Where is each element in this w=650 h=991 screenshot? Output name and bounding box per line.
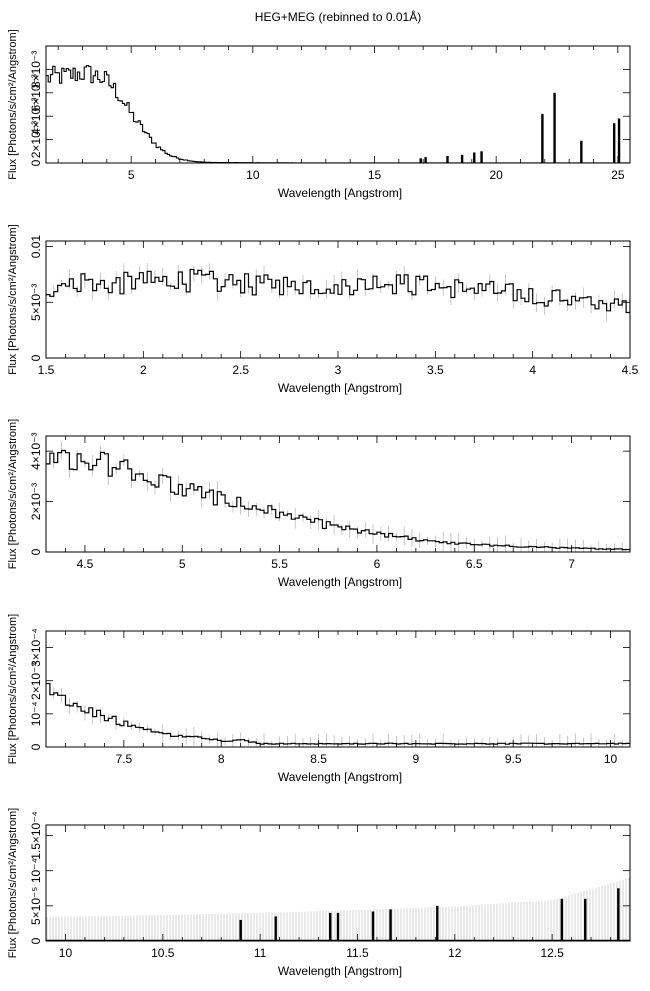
- y-tick-label: 8×10⁻³: [29, 51, 43, 88]
- y-tick-label: 4×10⁻³: [29, 98, 43, 135]
- x-tick-label: 3: [335, 363, 342, 377]
- y-tick-label: 0: [29, 548, 43, 555]
- x-tick-label: 5: [128, 168, 135, 182]
- x-tick-label: 8.5: [310, 752, 327, 766]
- x-tick-label: 11.5: [346, 946, 369, 960]
- x-tick-label: 2: [140, 363, 147, 377]
- flux-series: [46, 682, 630, 745]
- x-tick-label: 12: [448, 946, 462, 960]
- emission-line: [541, 113, 544, 163]
- x-axis-label: Wavelength [Angstrom]: [278, 381, 402, 395]
- emission-line: [560, 898, 564, 941]
- x-tick-label: 12.5: [540, 946, 564, 960]
- chart-panel-3: 4.5 5 5.5 6 6.5 7 0 2×10⁻³ 4×10⁻³ Wavelength [Ang…: [7, 419, 631, 589]
- x-tick-label: 10.5: [151, 946, 175, 960]
- y-tick-label: 4×10⁻³: [29, 432, 43, 469]
- chart-panel-5: 10 10.5 11 11.5 12 12.5 0 5×10⁻⁵ 10⁻⁴1.5×10⁻⁴ Wav…: [7, 808, 631, 978]
- x-tick-label: 10: [604, 752, 618, 766]
- x-tick-label: 2.5: [232, 363, 249, 377]
- x-tick-label: 5.5: [271, 557, 288, 571]
- y-tick-label: 0: [29, 937, 43, 944]
- x-axis-label: Wavelength [Angstrom]: [278, 770, 402, 784]
- y-tick-label: 10⁻⁴: [29, 858, 43, 883]
- y-tick-label: 0: [29, 354, 43, 361]
- emission-line: [473, 152, 476, 163]
- series-layer: [46, 263, 630, 322]
- y-tick-label: 2×10⁻⁴: [29, 661, 43, 700]
- chart-panel-1: 5 10 15 20 25 02×10⁻³4×10⁻³6×10⁻³8×10⁻³ Wavele…: [7, 29, 631, 200]
- emission-line: [584, 898, 587, 941]
- emission-line: [329, 912, 332, 941]
- x-tick-label: 8: [218, 752, 225, 766]
- x-tick-label: 4: [529, 363, 536, 377]
- y-tick-label: 1.5×10⁻⁴: [29, 811, 43, 860]
- flux-series: [46, 268, 630, 314]
- emission-line: [612, 123, 616, 163]
- x-tick-label: 25: [611, 168, 625, 182]
- series-layer: [46, 441, 630, 552]
- x-tick-label: 10: [246, 168, 260, 182]
- series-layer: [46, 878, 630, 941]
- y-axis-label: Flux [Photons/s/cm²/Angstrom]: [7, 29, 19, 179]
- y-tick-label: 10⁻⁴: [29, 701, 43, 726]
- flux-series: [46, 449, 630, 551]
- y-axis-label: Flux [Photons/s/cm²/Angstrom]: [7, 419, 19, 569]
- emission-line: [480, 151, 483, 163]
- plot-frame: [45, 435, 631, 553]
- y-tick-label: 5×10⁻⁵: [29, 887, 43, 925]
- x-tick-label: 4.5: [622, 363, 639, 377]
- emission-line: [419, 158, 422, 163]
- series-layer: [46, 679, 630, 747]
- x-tick-label: 10: [59, 946, 73, 960]
- x-tick-label: 7: [568, 557, 575, 571]
- emission-line: [239, 919, 242, 941]
- series-layer: [46, 65, 630, 163]
- emission-line: [371, 911, 375, 941]
- x-tick-label: 9: [413, 752, 420, 766]
- y-tick-label: 2×10⁻³: [29, 121, 43, 158]
- x-axis-label: Wavelength [Angstrom]: [278, 186, 402, 200]
- plot-frame: [45, 45, 631, 164]
- emission-line: [617, 888, 620, 941]
- y-tick-label: 5×10⁻³: [29, 284, 43, 321]
- y-tick-label: 2×10⁻³: [29, 483, 43, 520]
- emission-line: [436, 905, 439, 941]
- x-tick-label: 15: [368, 168, 382, 182]
- x-axis-label: Wavelength [Angstrom]: [278, 964, 402, 978]
- y-tick-label: 0.01: [29, 235, 43, 259]
- x-axis-label: Wavelength [Angstrom]: [278, 575, 402, 589]
- emission-line: [460, 154, 464, 163]
- x-tick-label: 11: [254, 946, 267, 960]
- x-tick-label: 6.5: [466, 557, 483, 571]
- emission-line: [389, 909, 392, 941]
- y-axis-label: Flux [Photons/s/cm²/Angstrom]: [7, 224, 19, 374]
- chart-panel-2: 1.5 2 2.5 3 3.5 4 4.5 0 5×10⁻³ 0.01 Wavelength [An…: [7, 224, 639, 395]
- figure-title: HEG+MEG (rebinned to 0.01Å): [254, 10, 422, 24]
- chart-panel-4: 7.5 8 8.5 9 9.5 10 0 10⁻⁴2×10⁻⁴3×10⁻⁴ Wavelength…: [7, 614, 631, 784]
- emission-line: [553, 92, 556, 163]
- emission-line: [617, 118, 621, 163]
- emission-line: [580, 140, 583, 163]
- y-tick-label: 0: [29, 159, 43, 166]
- emission-line: [336, 912, 340, 941]
- emission-line: [274, 916, 277, 941]
- y-tick-label: 0: [29, 743, 43, 750]
- y-tick-label: 6×10⁻³: [29, 74, 43, 111]
- x-tick-label: 3.5: [427, 363, 444, 377]
- x-tick-label: 6: [374, 557, 381, 571]
- x-tick-label: 1.5: [38, 363, 55, 377]
- x-tick-label: 9.5: [505, 752, 522, 766]
- y-axis-label: Flux [Photons/s/cm²/Angstrom]: [7, 614, 19, 764]
- y-tick-label: 3×10⁻⁴: [29, 628, 43, 667]
- emission-line: [424, 157, 427, 163]
- x-tick-label: 7.5: [116, 752, 133, 766]
- plot-frame: [45, 240, 631, 359]
- y-axis-label: Flux [Photons/s/cm²/Angstrom]: [7, 808, 19, 958]
- plot-frame: [45, 630, 631, 748]
- x-tick-label: 5: [179, 557, 186, 571]
- x-tick-label: 4.5: [77, 557, 94, 571]
- x-tick-label: 20: [489, 168, 503, 182]
